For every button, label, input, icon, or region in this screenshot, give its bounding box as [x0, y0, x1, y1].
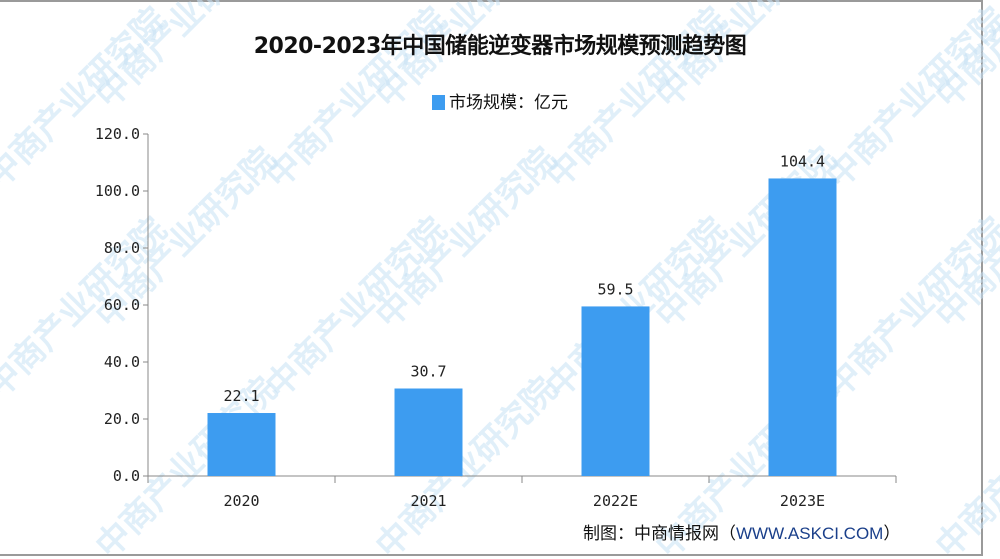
x-tick-label: 2022E: [593, 492, 638, 510]
bar-2022E: [581, 306, 650, 476]
y-tick-label: 0.0: [113, 467, 140, 485]
x-tick-label: 2021: [410, 492, 446, 510]
source-suffix: ）: [883, 524, 901, 544]
x-tick-label: 2020: [223, 492, 259, 510]
y-tick-label: 40.0: [104, 353, 140, 371]
chart-frame: [0, 0, 983, 556]
bar-2023E: [768, 178, 837, 476]
legend-label: 市场规模：亿元: [449, 93, 568, 113]
source-url: WWW.ASKCI.COM: [736, 524, 884, 543]
y-tick-label: 120.0: [95, 125, 140, 143]
chart-title: 2020-2023年中国储能逆变器市场规模预测趋势图: [253, 34, 747, 59]
y-tick-label: 20.0: [104, 410, 140, 428]
y-tick-label: 80.0: [104, 239, 140, 257]
data-label: 104.4: [780, 152, 825, 170]
x-tick-label: 2023E: [780, 492, 825, 510]
bar-2021: [394, 388, 463, 476]
source-prefix: 制图：中商情报网（: [583, 524, 736, 544]
legend-swatch: [432, 95, 445, 110]
data-label: 59.5: [597, 280, 633, 298]
y-tick-label: 100.0: [95, 182, 140, 200]
y-tick-label: 60.0: [104, 296, 140, 314]
bar-2020: [207, 413, 276, 476]
data-label: 22.1: [223, 387, 259, 405]
source-note: 制图：中商情报网（WWW.ASKCI.COM）: [583, 519, 900, 544]
data-label: 30.7: [410, 363, 446, 381]
legend: 市场规模：亿元: [0, 88, 1000, 113]
